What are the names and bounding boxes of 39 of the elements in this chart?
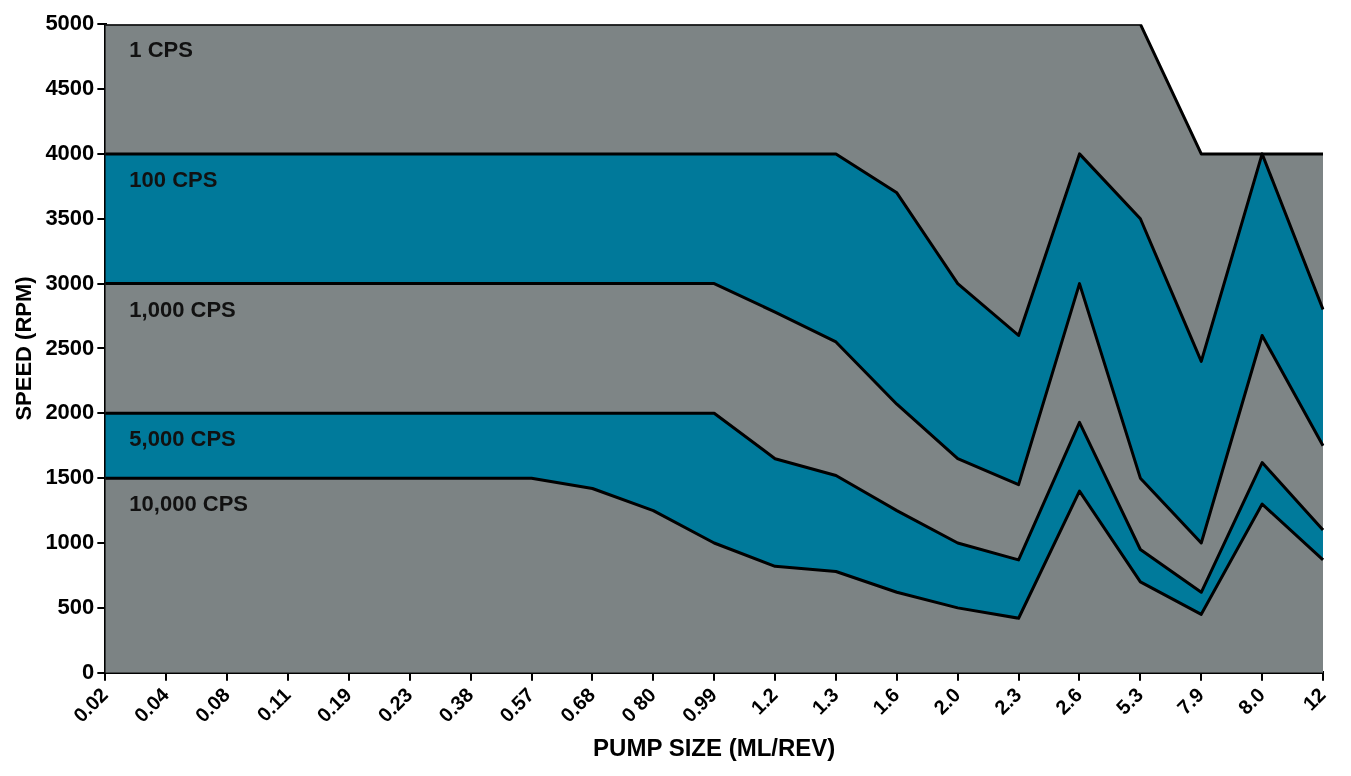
y-tick-label: 3500 [45,204,95,230]
x-tick-label: 2.3 [990,683,1026,719]
x-tick-label: 1.2 [746,683,782,719]
x-tick-label: 2.0 [929,683,965,719]
x-tick-label: 0.19 [312,683,356,727]
y-axis-title: SPEED (RPM) [11,276,37,421]
x-tick-label: 0.68 [556,683,600,727]
series-label: 5,000 CPS [129,426,236,452]
x-tick-label: 0.99 [677,683,721,727]
y-tick-label: 5000 [45,10,95,36]
y-tick-label: 0 [82,658,95,684]
y-tick-label: 4500 [45,75,95,101]
x-tick-label: 5.3 [1111,683,1148,719]
x-tick-label: 2.6 [1051,683,1087,719]
series-label: 1 CPS [129,37,193,63]
x-tick-label: 0.11 [252,683,295,726]
series-label: 10,000 CPS [129,491,248,517]
x-tick-label: 1.6 [868,683,904,719]
x-tick-label: 7.9 [1172,683,1208,719]
x-tick-label: 12 [1298,683,1330,715]
y-tick-label: 500 [57,593,95,619]
series-label: 100 CPS [129,166,218,192]
x-tick-label: 0.57 [495,683,539,727]
x-tick-label: 0.23 [373,683,417,727]
y-tick-label: 3000 [45,269,95,295]
y-tick-label: 2500 [45,334,95,360]
series-label: 1,000 CPS [129,296,236,322]
x-tick-label: 0 80 [616,683,661,727]
x-tick-label: 0.38 [434,683,478,727]
x-tick-label: 1.3 [807,683,843,719]
x-axis-title: PUMP SIZE (ML/REV) [593,734,836,762]
y-tick-label: 1500 [45,464,95,490]
y-tick-label: 2000 [45,399,95,425]
x-tick-label: 8.0 [1233,683,1269,719]
y-tick-label: 4000 [45,139,95,165]
y-tick-label: 1000 [45,529,95,555]
x-tick-label: 0.04 [129,682,174,727]
x-tick-label: 0.02 [68,683,113,727]
x-tick-label: 0.08 [190,683,234,727]
